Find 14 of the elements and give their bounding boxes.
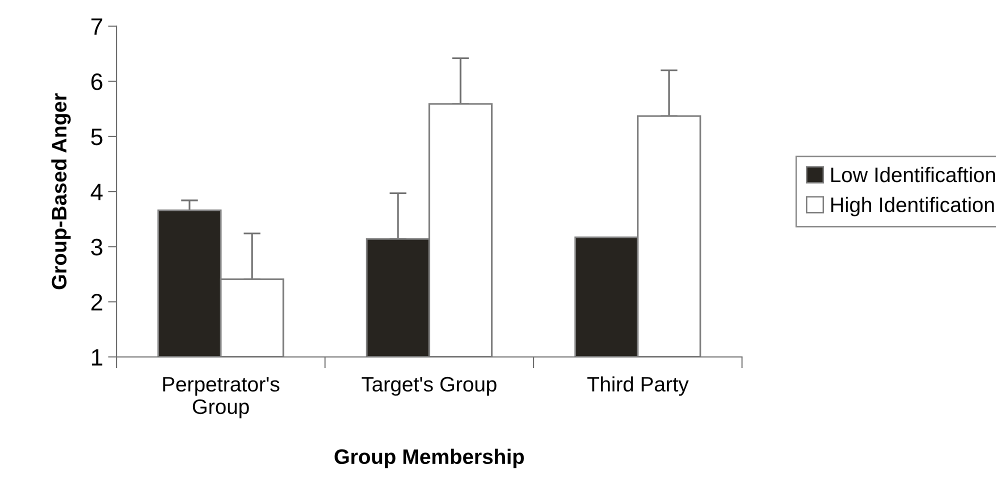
legend-label: Low Identificaftion	[831, 166, 995, 182]
y-axis-title: Group-Based Anger	[51, 93, 71, 290]
y-tick-label: 6	[91, 73, 102, 90]
x-axis-title: Group Membership	[334, 448, 524, 468]
legend-label: High Identification	[831, 196, 994, 216]
x-tick-label: Target's Group	[362, 376, 496, 396]
y-tick-label: 2	[91, 294, 102, 310]
y-tick-label: 5	[91, 128, 102, 146]
y-tick-label: 4	[90, 184, 103, 200]
y-tick-label: 1	[92, 349, 102, 366]
y-tick-label: 3	[91, 238, 102, 256]
x-tick-label: Perpetrator's Group	[163, 377, 280, 418]
x-tick-label: Third Party	[587, 376, 689, 396]
y-tick-label: 7	[91, 18, 102, 35]
